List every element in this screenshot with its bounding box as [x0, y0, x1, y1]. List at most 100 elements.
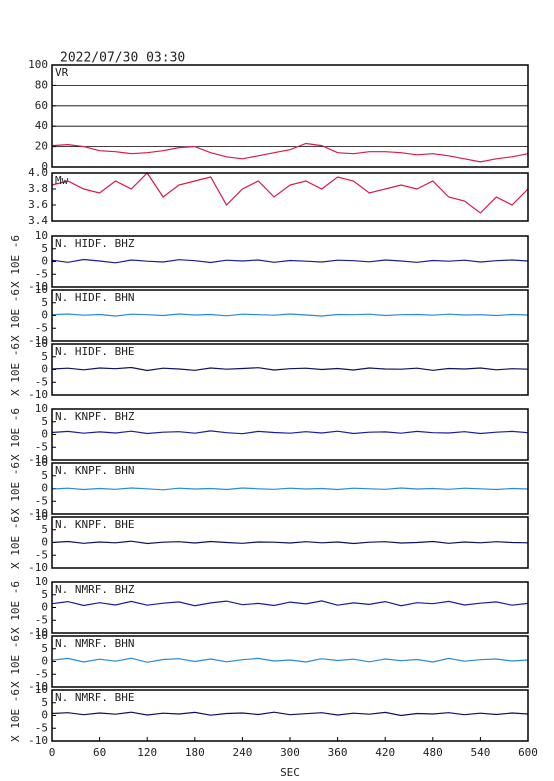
x-tick-label: 420 [375, 746, 395, 759]
y-tick-label: -5 [35, 613, 48, 626]
panel-frame [51, 343, 529, 396]
y-tick-label: 10 [35, 629, 48, 642]
y-tick-label: -5 [35, 375, 48, 388]
y-tick-label: 0 [41, 309, 48, 322]
y-tick-label: -5 [35, 440, 48, 453]
y-tick-label: 0 [41, 160, 48, 173]
y-tick-label: -5 [35, 494, 48, 507]
y-tick-label: 100 [28, 58, 48, 71]
y-tick-label: 5 [41, 415, 48, 428]
y-axis-label: X 10E -6 [9, 235, 22, 288]
y-tick-label: 5 [41, 242, 48, 255]
y-tick-label: -10 [28, 280, 48, 293]
y-tick-label: -5 [35, 721, 48, 734]
x-tick-label: 300 [280, 746, 300, 759]
y-tick-label: 10 [35, 337, 48, 350]
trace [51, 657, 529, 663]
x-tick-label: 540 [470, 746, 490, 759]
panel-label: Mw [55, 174, 69, 187]
panel-label: N. NMRF. BHE [55, 691, 134, 704]
x-tick-label: 180 [185, 746, 205, 759]
panel-frame [51, 462, 529, 515]
trace [51, 711, 529, 717]
y-tick-label: -10 [28, 453, 48, 466]
y-tick-label: 5 [41, 523, 48, 536]
y-axis-label: X 10E -6 [9, 408, 22, 461]
y-axis-label: X 10E -6 [9, 516, 22, 569]
y-tick-label: 0 [41, 363, 48, 376]
x-tick-label: 120 [137, 746, 157, 759]
y-tick-label: -5 [35, 548, 48, 561]
y-tick-label: 10 [35, 456, 48, 469]
y-tick-label: -10 [28, 334, 48, 347]
panel-label: N. NMRF. BHZ [55, 583, 135, 596]
y-tick-label: 0 [41, 482, 48, 495]
y-tick-label: 10 [35, 683, 48, 696]
y-tick-label: 0 [41, 536, 48, 549]
y-tick-label: 10 [35, 283, 48, 296]
y-axis-label: X 10E -6 [9, 635, 22, 688]
y-tick-label: 10 [35, 575, 48, 588]
trace [51, 258, 529, 264]
y-axis-label: X 10E -6 [9, 343, 22, 396]
y-tick-label: 0 [41, 428, 48, 441]
panel-label: N. HIDF. BHN [55, 291, 134, 304]
y-tick-label: 20 [35, 140, 48, 153]
y-tick-label: 0 [41, 709, 48, 722]
y-tick-label: 5 [41, 588, 48, 601]
panel-frame [51, 635, 529, 688]
x-tick-label: 480 [423, 746, 443, 759]
trace [51, 142, 529, 163]
trace [51, 540, 529, 545]
y-tick-label: -10 [28, 626, 48, 639]
y-tick-label: -5 [35, 267, 48, 280]
y-axis-label: X 10E -6 [9, 581, 22, 634]
trace [51, 366, 529, 372]
y-tick-label: 3.4 [28, 214, 48, 227]
panel-frame [51, 516, 529, 569]
y-tick-label: 0 [41, 655, 48, 668]
trace [51, 172, 529, 214]
panel-frame [51, 289, 529, 342]
y-axis-label: X 10E -6 [9, 689, 22, 742]
y-tick-label: 4.0 [28, 166, 48, 179]
y-tick-label: -10 [28, 680, 48, 693]
trace [51, 487, 529, 491]
panel-label: VR [55, 66, 69, 79]
y-tick-label: -5 [35, 667, 48, 680]
y-tick-label: 3.6 [28, 198, 48, 211]
panel-label: N. KNPF. BHN [55, 464, 134, 477]
y-tick-label: 10 [35, 510, 48, 523]
trace [51, 313, 529, 317]
y-tick-label: 3.8 [28, 182, 48, 195]
y-tick-label: -10 [28, 561, 48, 574]
y-tick-label: -10 [28, 388, 48, 401]
y-tick-label: -10 [28, 734, 48, 747]
y-tick-label: 40 [35, 119, 48, 132]
trace [51, 430, 529, 435]
y-axis-label: X 10E -6 [9, 462, 22, 515]
panel-label: N. HIDF. BHE [55, 345, 134, 358]
chart-title: 2022/07/30 03:30 [60, 51, 185, 66]
x-tick-label: 0 [49, 746, 56, 759]
y-tick-label: 10 [35, 402, 48, 415]
x-tick-label: 240 [232, 746, 252, 759]
panel-frame [51, 64, 529, 168]
y-axis-label: X 10E -6 [9, 289, 22, 342]
trace [51, 600, 529, 607]
panel-label: N. HIDF. BHZ [55, 237, 135, 250]
y-tick-label: 10 [35, 229, 48, 242]
y-tick-label: 5 [41, 696, 48, 709]
x-tick-label: 60 [93, 746, 106, 759]
panel-frame [51, 581, 529, 634]
y-tick-label: 0 [41, 255, 48, 268]
y-tick-label: 5 [41, 296, 48, 309]
y-tick-label: 80 [35, 78, 48, 91]
x-axis-label: SEC [280, 766, 300, 779]
y-tick-label: 5 [41, 469, 48, 482]
panel-frame [51, 408, 529, 461]
panel-label: N. KNPF. BHZ [55, 410, 135, 423]
y-tick-label: 0 [41, 601, 48, 614]
panel-label: N. KNPF. BHE [55, 518, 134, 531]
